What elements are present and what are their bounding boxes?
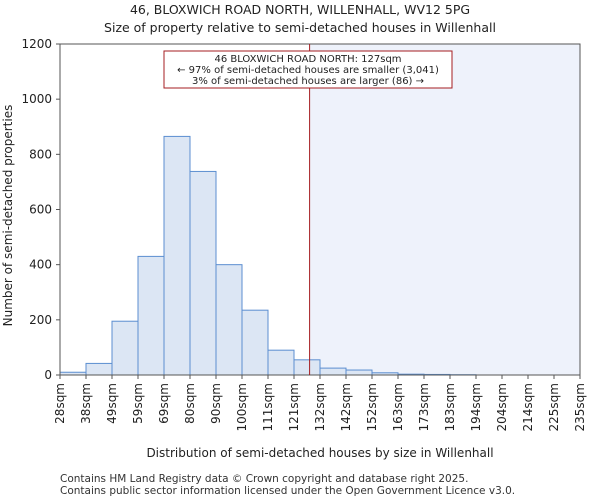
chart-title: 46, BLOXWICH ROAD NORTH, WILLENHALL, WV1… — [129, 2, 471, 17]
y-tick-label: 800 — [29, 147, 52, 161]
bar-59sqm — [137, 255, 165, 376]
x-tick-label: 163sqm — [391, 383, 405, 431]
x-tick-label: 38sqm — [79, 383, 93, 424]
bar-121sqm — [293, 359, 321, 376]
x-tick-label: 28sqm — [53, 383, 67, 424]
x-tick-label: 235sqm — [573, 383, 587, 431]
annotation-box — [163, 50, 453, 89]
x-axis-label: Distribution of semi-detached houses by … — [146, 446, 493, 460]
bar-132sqm — [319, 367, 347, 376]
y-tick-label: 400 — [29, 258, 52, 272]
x-tick-label: 100sqm — [235, 383, 249, 431]
x-tick-label: 121sqm — [287, 383, 301, 431]
annotation-line-1: 46 BLOXWICH ROAD NORTH: 127sqm — [214, 54, 401, 65]
bar-142sqm — [345, 369, 373, 376]
footer-line-1: Contains HM Land Registry data © Crown c… — [60, 473, 469, 485]
x-tick-label: 49sqm — [105, 383, 119, 424]
larger-region-shade — [309, 44, 580, 375]
x-tick-label: 225sqm — [547, 383, 561, 431]
x-tick-label: 111sqm — [261, 383, 275, 431]
x-tick-label: 183sqm — [443, 383, 457, 431]
x-tick-label: 214sqm — [521, 383, 535, 431]
y-tick-label: 200 — [29, 313, 52, 327]
bar-38sqm — [85, 362, 113, 376]
bar-69sqm — [163, 135, 191, 376]
y-tick-label: 0 — [44, 368, 52, 382]
y-tick-label: 1000 — [21, 92, 52, 106]
y-tick-label: 1200 — [21, 37, 52, 51]
x-tick-label: 152sqm — [365, 383, 379, 431]
x-tick-label: 132sqm — [313, 383, 327, 431]
bar-80sqm — [189, 170, 217, 376]
x-tick-label: 59sqm — [131, 383, 145, 424]
chart-subtitle: Size of property relative to semi-detach… — [104, 20, 496, 35]
x-tick-label: 69sqm — [157, 383, 171, 424]
bar-49sqm — [111, 320, 139, 376]
footer-line-2: Contains public sector information licen… — [60, 485, 516, 497]
bar-90sqm — [215, 264, 243, 376]
annotation-line-2: ← 97% of semi-detached houses are smalle… — [177, 65, 439, 76]
bar-100sqm — [241, 309, 269, 376]
y-tick-label: 600 — [29, 203, 52, 217]
annotation-line-3: 3% of semi-detached houses are larger (8… — [192, 76, 424, 87]
x-tick-label: 204sqm — [495, 383, 509, 431]
x-tick-label: 90sqm — [209, 383, 223, 424]
x-tick-label: 173sqm — [417, 383, 431, 431]
x-tick-label: 142sqm — [339, 383, 353, 431]
y-axis-label: Number of semi-detached properties — [1, 105, 15, 327]
x-tick-label: 194sqm — [469, 383, 483, 431]
bar-111sqm — [267, 349, 295, 376]
x-tick-label: 80sqm — [183, 383, 197, 424]
